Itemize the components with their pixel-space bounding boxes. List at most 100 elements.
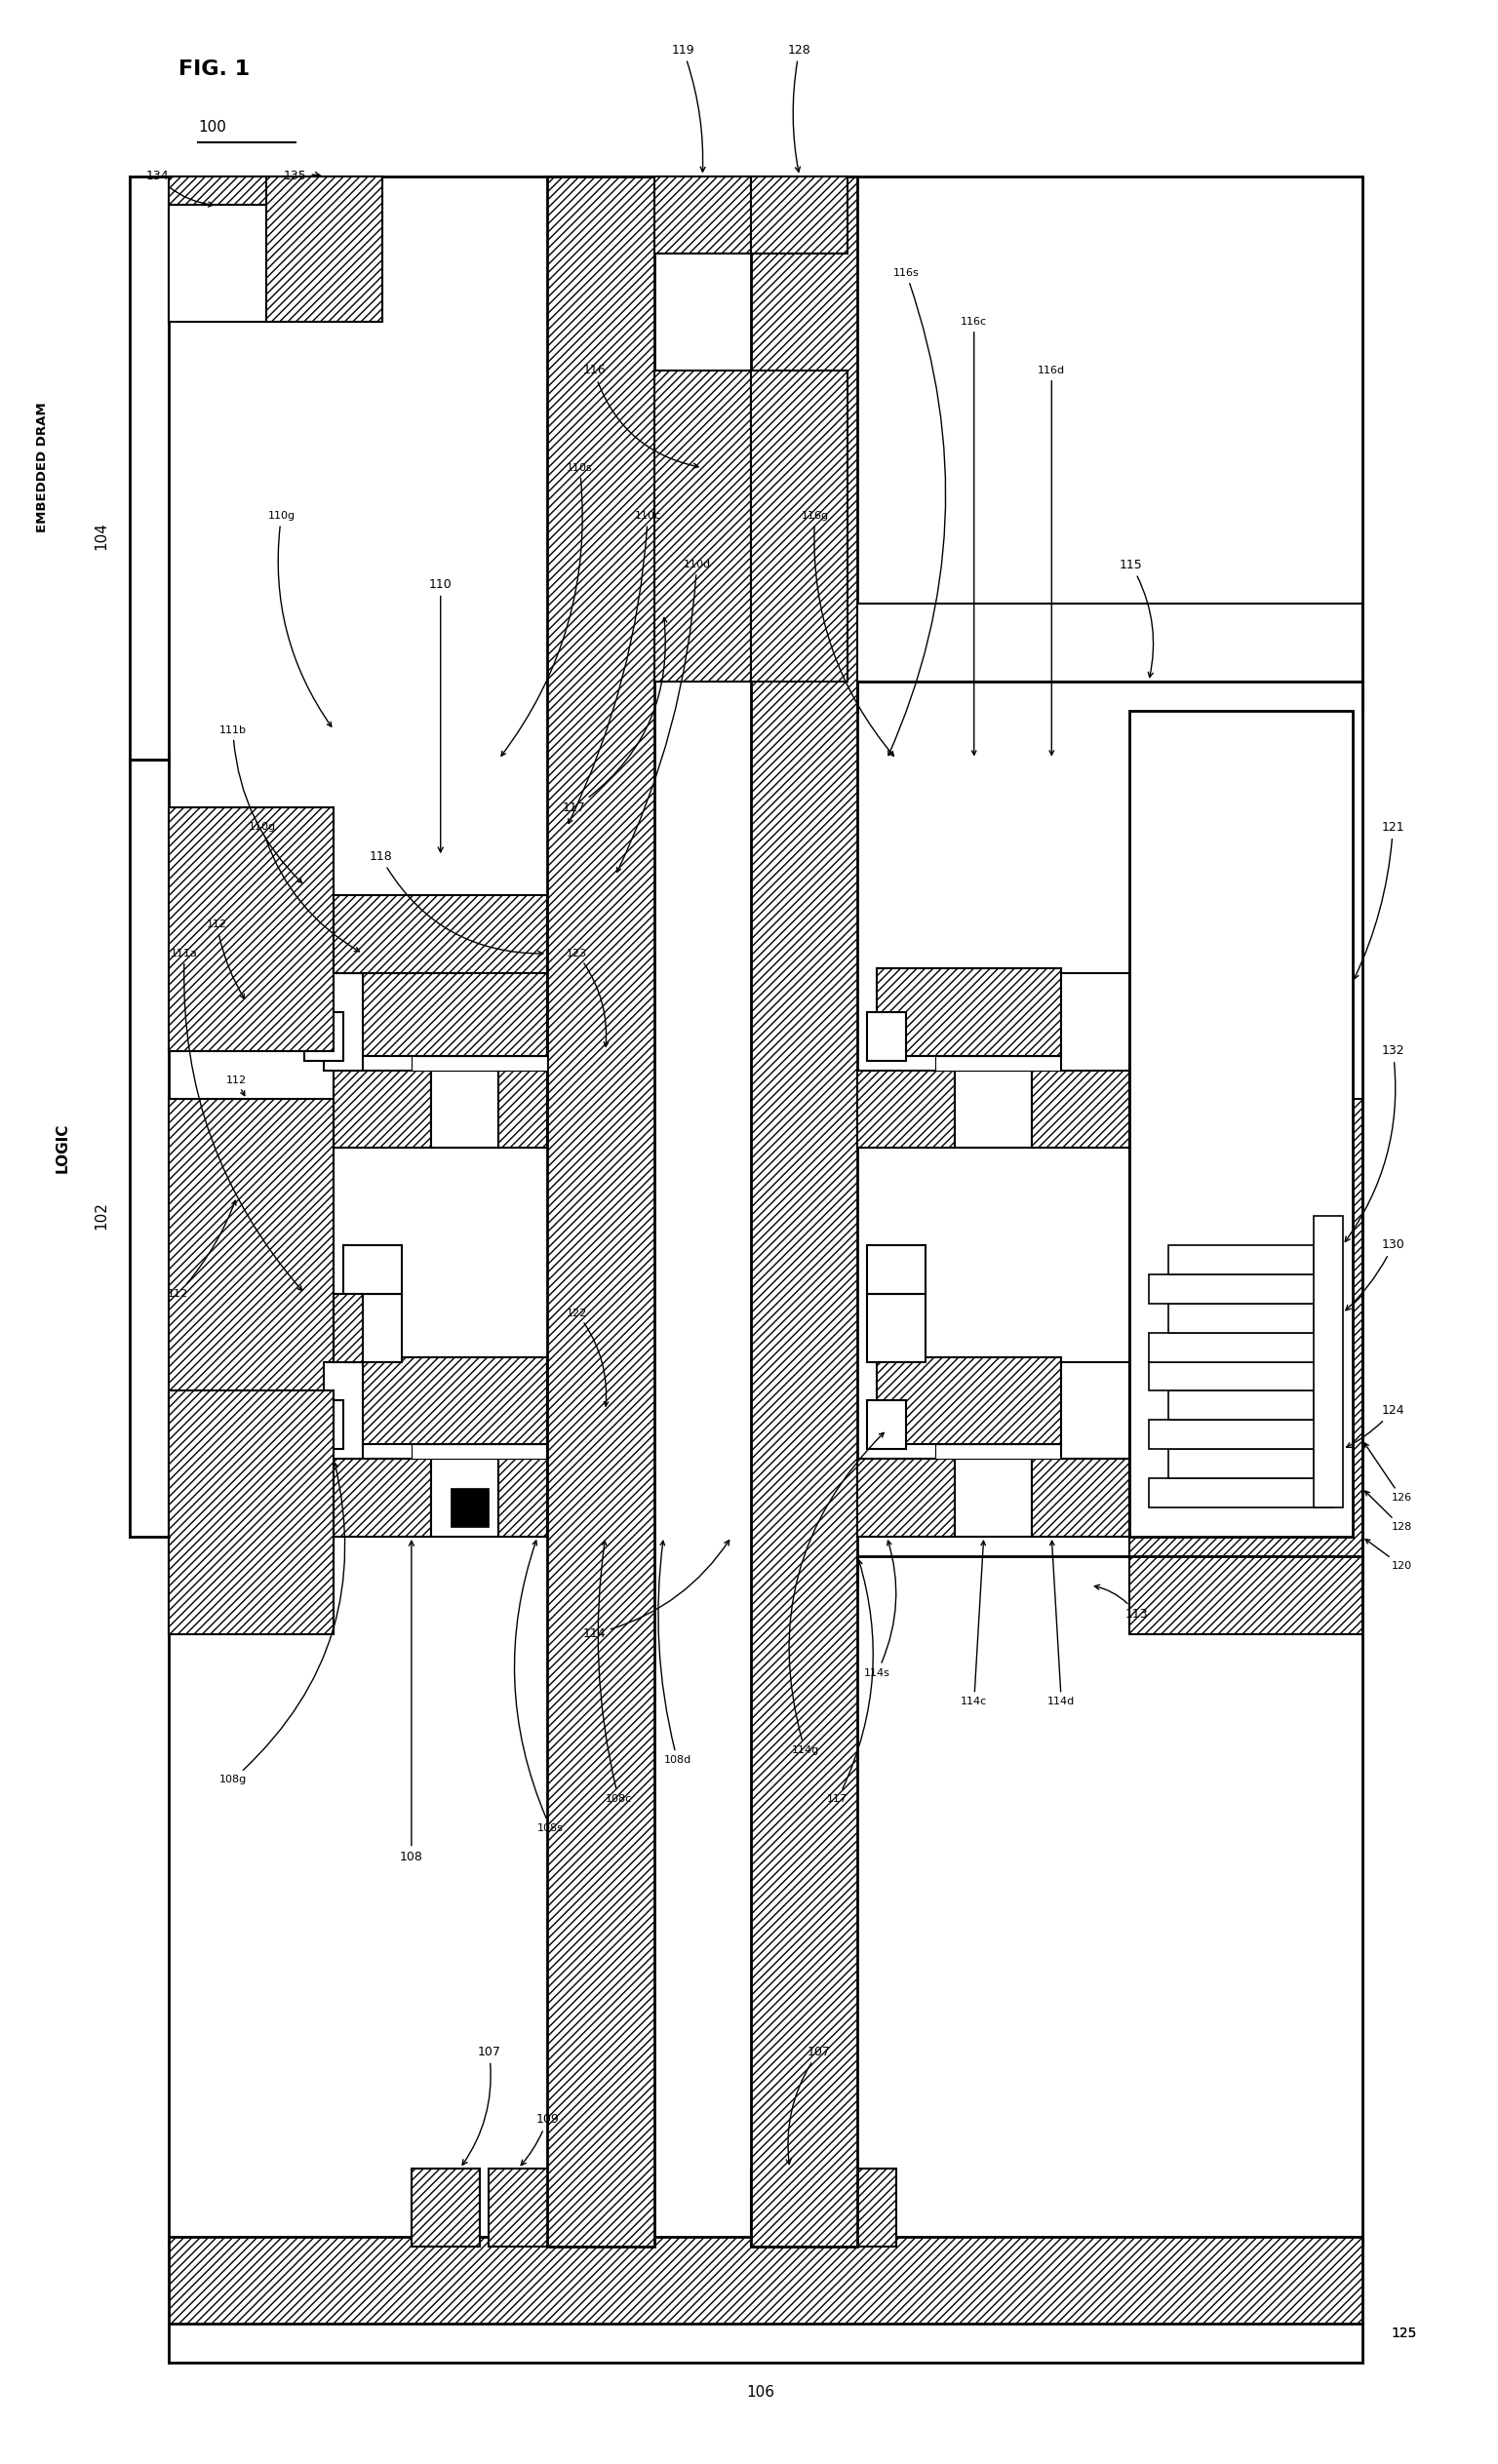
Text: 110c: 110c bbox=[568, 513, 661, 823]
Bar bbox=[867, 1294, 926, 1363]
Bar bbox=[169, 175, 1362, 2247]
Text: 109: 109 bbox=[521, 2114, 559, 2166]
Text: 128: 128 bbox=[1365, 1491, 1411, 1533]
Bar bbox=[876, 968, 1061, 1055]
Text: 134: 134 bbox=[145, 170, 213, 207]
Text: 110: 110 bbox=[428, 579, 452, 853]
Bar bbox=[867, 1244, 926, 1294]
Text: 111b: 111b bbox=[219, 724, 301, 882]
Bar bbox=[750, 175, 848, 254]
Bar bbox=[363, 1358, 547, 1444]
Text: 100: 100 bbox=[198, 121, 226, 136]
Bar bbox=[334, 1069, 431, 1148]
Bar bbox=[858, 1069, 954, 1148]
Text: 106: 106 bbox=[746, 2385, 774, 2400]
Text: 126: 126 bbox=[1365, 1444, 1411, 1503]
Text: 112: 112 bbox=[207, 919, 244, 998]
Text: 125: 125 bbox=[1392, 2326, 1417, 2341]
Bar bbox=[334, 894, 547, 973]
Bar bbox=[431, 1459, 499, 1538]
Text: 117: 117 bbox=[563, 618, 667, 813]
Bar bbox=[858, 1459, 954, 1538]
Bar bbox=[392, 914, 460, 973]
Text: 116c: 116c bbox=[960, 318, 987, 754]
Bar bbox=[499, 1459, 547, 1538]
Text: 114: 114 bbox=[583, 1540, 730, 1641]
Text: 130: 130 bbox=[1345, 1239, 1405, 1311]
Text: FIG. 1: FIG. 1 bbox=[178, 59, 250, 79]
Bar bbox=[1129, 710, 1353, 1538]
Bar bbox=[343, 1244, 401, 1294]
Bar bbox=[1032, 1069, 1129, 1148]
Text: 135: 135 bbox=[283, 170, 321, 182]
Bar bbox=[363, 968, 547, 1055]
Bar bbox=[1032, 1459, 1129, 1538]
Bar bbox=[1168, 1449, 1314, 1478]
Text: 112: 112 bbox=[168, 1200, 235, 1299]
Text: EMBEDDED DRAM: EMBEDDED DRAM bbox=[36, 402, 49, 532]
Text: 117: 117 bbox=[827, 1560, 873, 1804]
Text: 108d: 108d bbox=[658, 1540, 691, 1764]
Text: 102: 102 bbox=[94, 1202, 108, 1230]
Bar bbox=[451, 1488, 488, 1528]
Bar bbox=[828, 2168, 896, 2247]
Text: 119: 119 bbox=[671, 44, 706, 172]
Text: 112: 112 bbox=[226, 1074, 247, 1096]
Bar bbox=[750, 370, 848, 683]
Bar bbox=[1149, 1363, 1333, 1390]
Bar bbox=[935, 1055, 1071, 1069]
Text: 128: 128 bbox=[788, 44, 810, 172]
Bar bbox=[1149, 1419, 1333, 1449]
Text: 122: 122 bbox=[566, 1308, 608, 1407]
Bar bbox=[169, 205, 267, 323]
Bar bbox=[1168, 1303, 1314, 1333]
Bar bbox=[750, 175, 858, 2247]
Bar bbox=[267, 175, 382, 323]
Bar bbox=[1149, 1478, 1333, 1508]
Bar bbox=[343, 914, 412, 973]
Bar bbox=[169, 1099, 334, 1634]
Text: 115: 115 bbox=[1119, 559, 1153, 678]
Bar bbox=[169, 1390, 334, 1634]
Text: 114d: 114d bbox=[1047, 1540, 1076, 1708]
Text: 114s: 114s bbox=[864, 1540, 896, 1678]
Text: 107: 107 bbox=[463, 2045, 500, 2166]
Bar bbox=[750, 2168, 819, 2247]
Text: 116: 116 bbox=[583, 365, 698, 468]
Bar bbox=[655, 175, 750, 254]
Text: LOGIC: LOGIC bbox=[55, 1124, 69, 1173]
Bar bbox=[412, 1444, 547, 1459]
Bar bbox=[1168, 1244, 1314, 1274]
Bar bbox=[304, 1400, 343, 1449]
Bar bbox=[488, 2168, 557, 2247]
Text: 113: 113 bbox=[1095, 1584, 1149, 1621]
Text: 114c: 114c bbox=[960, 1540, 987, 1708]
Text: 104: 104 bbox=[94, 522, 108, 549]
Text: 110s: 110s bbox=[502, 463, 593, 756]
Bar bbox=[169, 808, 334, 1050]
Text: 108g: 108g bbox=[219, 1464, 345, 1784]
Bar bbox=[1129, 1099, 1362, 1634]
Bar bbox=[334, 1294, 363, 1363]
Text: 125: 125 bbox=[1392, 2326, 1417, 2341]
Bar bbox=[954, 1069, 1032, 1148]
Text: 124: 124 bbox=[1347, 1404, 1405, 1446]
Text: 110g: 110g bbox=[268, 513, 331, 727]
Bar bbox=[655, 370, 750, 683]
Text: 121: 121 bbox=[1354, 821, 1405, 978]
Text: 132: 132 bbox=[1345, 1045, 1405, 1242]
Bar bbox=[858, 604, 1362, 683]
Bar bbox=[1149, 1274, 1333, 1303]
Text: 123: 123 bbox=[566, 949, 608, 1047]
Bar bbox=[499, 1069, 547, 1148]
Text: 116s: 116s bbox=[888, 269, 945, 756]
Text: 107: 107 bbox=[786, 2045, 830, 2163]
Text: 110g: 110g bbox=[249, 823, 360, 951]
Bar bbox=[334, 1459, 431, 1538]
Bar bbox=[1061, 1363, 1129, 1459]
Text: 108c: 108c bbox=[598, 1540, 632, 1804]
Bar bbox=[324, 973, 363, 1069]
Text: 114g: 114g bbox=[789, 1432, 884, 1754]
Bar bbox=[431, 1069, 499, 1148]
Bar bbox=[876, 1358, 1061, 1444]
